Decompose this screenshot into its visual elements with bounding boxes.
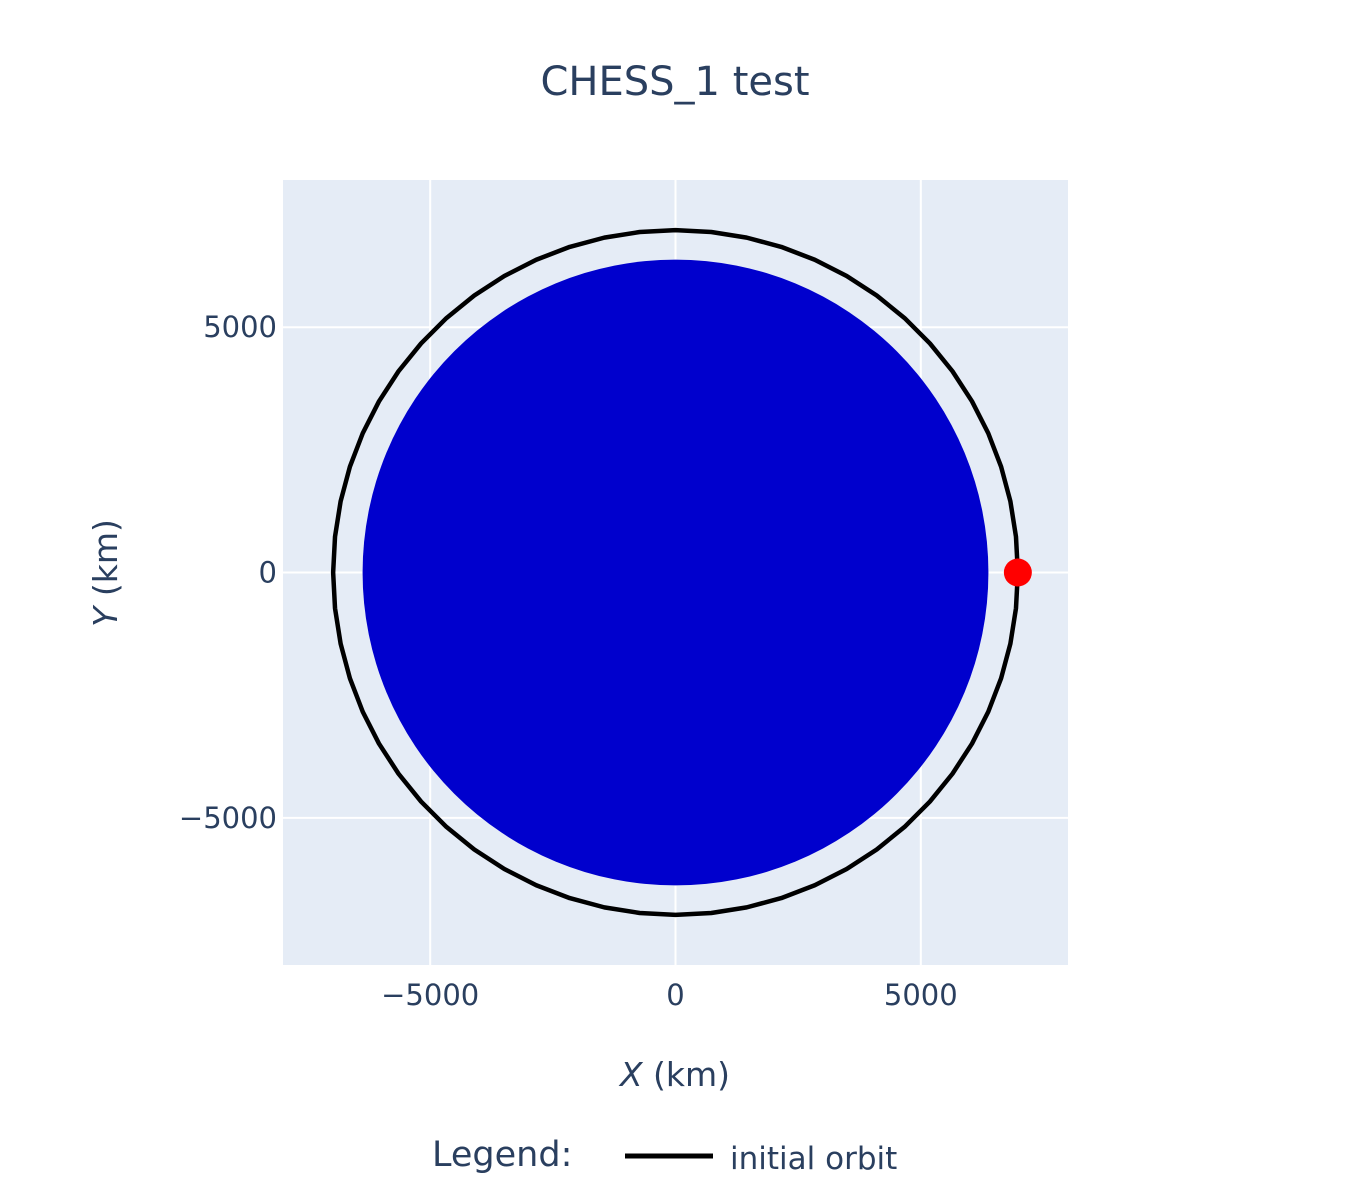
earth-disk xyxy=(362,259,989,886)
y-axis-label-unit: (km) xyxy=(86,519,125,607)
x-tick-label: 5000 xyxy=(884,978,958,1012)
x-axis-label-unit: (km) xyxy=(643,1055,731,1094)
y-axis-ticks: −5000 0 5000 xyxy=(179,310,277,835)
y-axis-label-var: Y xyxy=(86,604,125,627)
x-axis-label: X (km) xyxy=(618,1055,730,1094)
y-tick-label: 0 xyxy=(259,556,277,590)
x-tick-label: 0 xyxy=(666,978,684,1012)
plot-marks xyxy=(330,227,1032,918)
initial-orbit-line[interactable] xyxy=(330,227,1021,918)
x-tick-label: −5000 xyxy=(381,978,479,1012)
legend: Legend: initial orbit xyxy=(432,1135,897,1177)
legend-label-initial-orbit[interactable]: initial orbit xyxy=(730,1141,897,1177)
y-tick-label: 5000 xyxy=(203,310,277,344)
legend-title: Legend: xyxy=(432,1135,572,1175)
x-axis-ticks: −5000 0 5000 xyxy=(381,978,958,1012)
satellite-point[interactable] xyxy=(1003,558,1032,587)
y-tick-label: −5000 xyxy=(179,801,277,835)
y-axis-label: Y (km) xyxy=(86,519,125,627)
x-axis-label-var: X xyxy=(618,1055,644,1094)
chart-title: CHESS_1 test xyxy=(540,59,809,105)
